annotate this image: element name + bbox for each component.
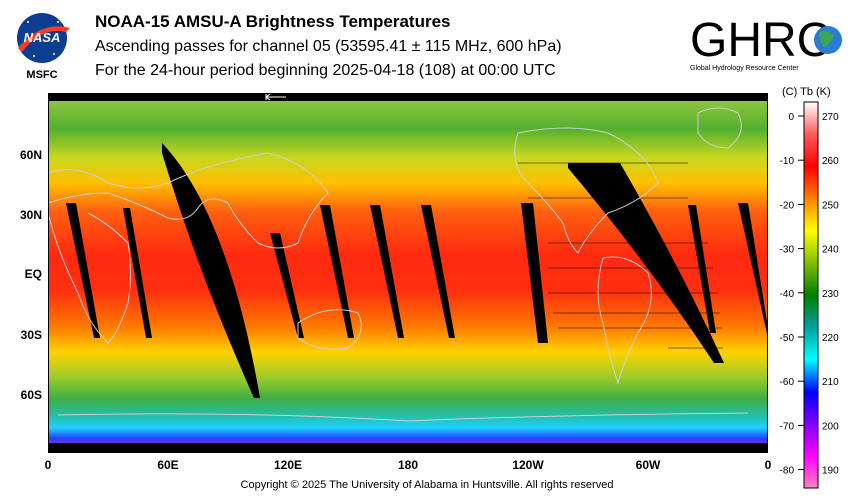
lat-label-60s: 60S	[20, 388, 42, 402]
lon-label-60e: 60E	[157, 458, 179, 472]
colorbar-celsius-tick: -50	[780, 333, 795, 344]
lat-label-30s: 30S	[20, 328, 42, 342]
colorbar-kelvin-tick: 270	[822, 112, 839, 123]
colorbar: 0 -10 -20 -30 -40 -50 -60 -70 -80 270 260 250 240 230…	[768, 100, 854, 492]
colorbar-gradient	[803, 101, 819, 489]
colorbar-celsius-tick: -30	[780, 245, 795, 256]
subtitle-period: For the 24-hour period beginning 2025-04…	[95, 62, 556, 79]
colorbar-celsius-tick: -20	[780, 200, 795, 211]
subtitle-channel: Ascending passes for channel 05 (53595.4…	[95, 38, 562, 55]
msfc-label: MSFC	[26, 69, 57, 80]
coastlines	[48, 107, 749, 422]
colorbar-header: (C) Tb (K)	[782, 86, 831, 98]
scan-streaks	[518, 162, 723, 349]
colorbar-celsius-tick: -80	[780, 466, 795, 477]
lon-label-120e: 120E	[273, 458, 303, 472]
ghrc-logo: GHRC Global Hydrology Resource Center	[688, 10, 848, 78]
colorbar-celsius-tick: -40	[780, 289, 795, 300]
nasa-logo-text: NASA	[24, 30, 61, 45]
colorbar-kelvin-tick: 230	[822, 289, 839, 300]
lon-label-0: 0	[44, 458, 52, 472]
ghrc-logo-text: GHRC	[690, 14, 831, 67]
lon-label-120w: 120W	[512, 458, 544, 472]
lat-label-eq: EQ	[24, 267, 42, 281]
colorbar-kelvin-tick: 250	[822, 200, 839, 211]
brightness-temperature-map	[48, 93, 768, 453]
colorbar-kelvin-tick: 220	[822, 333, 839, 344]
ghrc-subtitle: Global Hydrology Resource Center	[690, 65, 799, 72]
lon-label-60w: 60W	[635, 458, 661, 472]
lon-label-0-right: 0	[764, 458, 772, 472]
nasa-logo: NASA MSFC	[14, 10, 74, 81]
colorbar-kelvin-tick: 210	[822, 377, 839, 388]
colorbar-kelvin-tick: 200	[822, 421, 839, 432]
page-title: NOAA-15 AMSU-A Brightness Temperatures	[95, 12, 451, 31]
swath-gaps	[66, 143, 768, 398]
lat-label-60n: 60N	[19, 148, 42, 162]
colorbar-kelvin-tick: 240	[822, 245, 839, 256]
copyright-footer: Copyright © 2025 The University of Alaba…	[240, 479, 614, 491]
colorbar-celsius-tick: -70	[780, 421, 795, 432]
colorbar-celsius-tick: 0	[788, 112, 794, 123]
lon-label-180: 180	[397, 458, 419, 472]
colorbar-celsius-tick: -10	[780, 156, 795, 167]
colorbar-kelvin-tick: 190	[822, 466, 839, 477]
lat-label-30n: 30N	[19, 208, 42, 222]
colorbar-celsius-tick: -60	[780, 377, 795, 388]
colorbar-kelvin-tick: 260	[822, 156, 839, 167]
pass-marker	[265, 93, 286, 101]
